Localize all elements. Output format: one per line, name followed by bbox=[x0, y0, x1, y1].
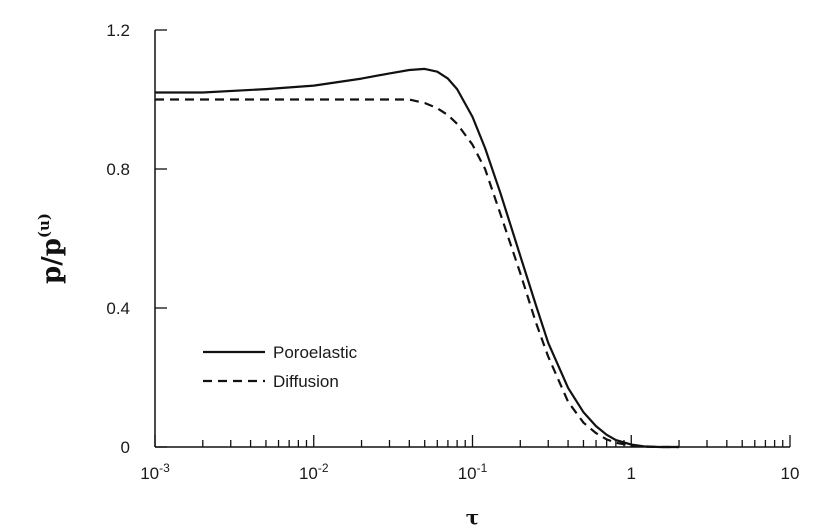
axes bbox=[154, 30, 790, 448]
x-tick-label: 10-2 bbox=[299, 461, 329, 483]
x-tick-label: 10-3 bbox=[140, 461, 170, 483]
legend-label-poroelastic: Poroelastic bbox=[273, 343, 358, 362]
y-tick-label: 1.2 bbox=[106, 21, 130, 40]
series-layer bbox=[155, 67, 679, 449]
y-tick-label: 0.4 bbox=[106, 299, 130, 318]
y-axis-title-text: p/p(u) bbox=[35, 213, 67, 284]
y-tick-label: 0.8 bbox=[106, 160, 130, 179]
x-tick-label: 10 bbox=[781, 464, 800, 483]
legend: Poroelastic Diffusion bbox=[203, 343, 358, 391]
y-tick-label: 0 bbox=[121, 438, 130, 457]
x-tick-label: 10-1 bbox=[458, 461, 488, 483]
legend-label-diffusion: Diffusion bbox=[273, 372, 339, 391]
series-line-diffusion bbox=[155, 98, 679, 449]
x-axis-title: τ bbox=[466, 505, 479, 529]
y-axis-ticks: 0 0.4 0.8 1.2 bbox=[106, 21, 167, 457]
series-line-poroelastic bbox=[155, 67, 679, 449]
y-axis-title: p/p(u) bbox=[35, 213, 67, 284]
x-tick-label: 1 bbox=[627, 464, 636, 483]
x-axis-ticks: 10-3 10-2 10-1 1 10 bbox=[140, 435, 799, 483]
